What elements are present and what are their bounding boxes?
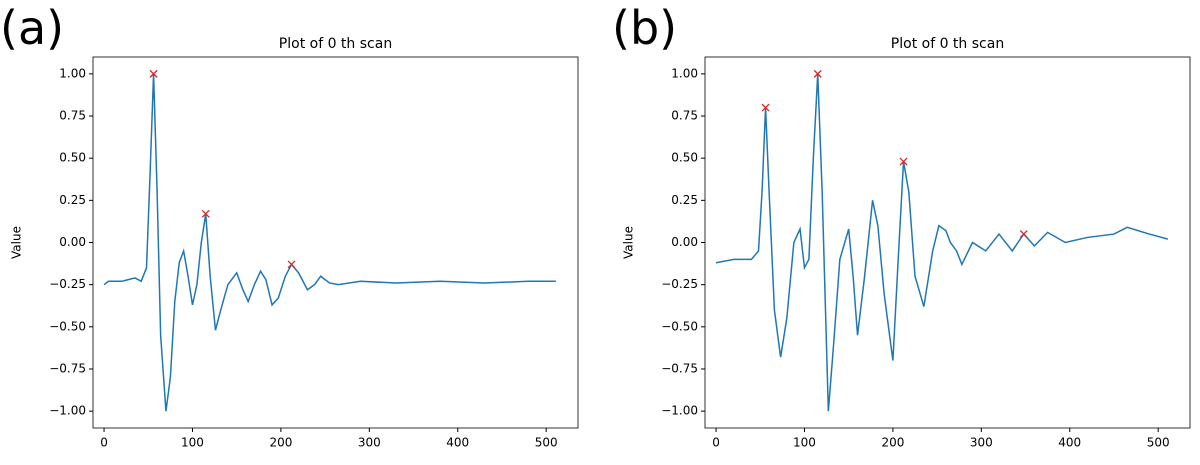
- y-tick-label: 1.00: [59, 66, 86, 80]
- x-tick-label: 500: [1147, 436, 1170, 450]
- peak-marker: [287, 260, 296, 269]
- chart-title: Plot of 0 th scan: [891, 36, 1004, 52]
- peak-marker: [149, 69, 158, 78]
- y-tick-label: 0.00: [59, 235, 86, 249]
- peak-marker: [899, 157, 908, 166]
- panel-label: (b): [612, 1, 677, 55]
- x-tick-label: 100: [181, 436, 204, 450]
- peak-marker: [201, 209, 210, 218]
- y-tick-label: 1.00: [671, 66, 698, 80]
- y-tick-label: 0.25: [671, 193, 698, 207]
- panel-label: (a): [0, 1, 64, 55]
- y-tick-label: 0.00: [671, 235, 698, 249]
- y-tick-label: 0.75: [671, 109, 698, 123]
- data-line: [715, 73, 1169, 412]
- y-axis-label: Value: [10, 226, 24, 259]
- y-tick-label: −0.25: [49, 277, 86, 291]
- axes-frame: [704, 56, 1191, 429]
- y-axis-label: Value: [622, 226, 636, 259]
- y-tick-label: −0.25: [661, 277, 698, 291]
- x-tick-label: 200: [881, 436, 904, 450]
- y-tick-label: 0.25: [59, 193, 86, 207]
- peak-marker: [1019, 230, 1028, 239]
- peak-marker: [761, 103, 770, 112]
- y-tick-label: 0.50: [59, 151, 86, 165]
- x-tick-label: 100: [793, 436, 816, 450]
- x-tick-label: 300: [970, 436, 993, 450]
- y-tick-label: 0.50: [671, 151, 698, 165]
- y-tick-label: −0.75: [661, 361, 698, 375]
- axes-frame: [92, 56, 579, 429]
- peak-marker: [813, 69, 822, 78]
- y-tick-label: −1.00: [661, 404, 698, 418]
- y-tick-label: 0.75: [59, 109, 86, 123]
- y-tick-label: −0.50: [661, 319, 698, 333]
- y-tick-label: −0.50: [49, 319, 86, 333]
- data-line: [103, 73, 556, 412]
- x-tick-label: 300: [358, 436, 381, 450]
- x-tick-label: 0: [100, 436, 108, 450]
- y-tick-label: −1.00: [49, 404, 86, 418]
- x-tick-label: 400: [446, 436, 469, 450]
- x-tick-label: 200: [269, 436, 292, 450]
- x-tick-label: 500: [535, 436, 558, 450]
- x-tick-label: 400: [1058, 436, 1081, 450]
- chart-title: Plot of 0 th scan: [279, 36, 392, 52]
- y-tick-label: −0.75: [49, 361, 86, 375]
- x-tick-label: 0: [712, 436, 720, 450]
